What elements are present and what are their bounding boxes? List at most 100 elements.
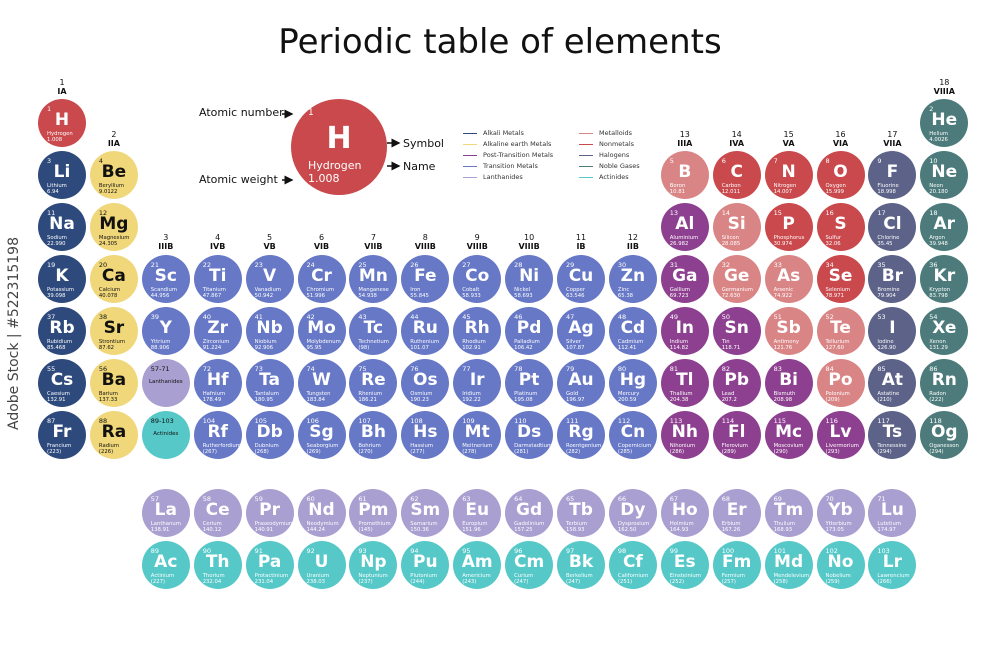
legend-item: Lanthanides bbox=[463, 173, 523, 181]
atomic-number: 9 bbox=[877, 157, 882, 165]
group-label-18: 18 VIIIA bbox=[924, 78, 964, 96]
atomic-weight: 132.91 bbox=[47, 397, 66, 403]
element-manganese: 25 Mn Manganese 54.938 bbox=[349, 255, 398, 303]
element-name: Sulfur bbox=[825, 235, 842, 241]
element-name: Yttrium bbox=[150, 339, 171, 345]
group-label-13: 13 IIIA bbox=[665, 130, 705, 148]
element-molybdenum: 42 Mo Molybdenum 95.95 bbox=[297, 307, 346, 355]
atomic-weight: 150.36 bbox=[410, 527, 429, 533]
atomic-number: 37 bbox=[47, 313, 56, 321]
element-name: Moscovium bbox=[773, 443, 804, 449]
element-name: Praseodymium bbox=[254, 521, 294, 527]
element-name: Palladium bbox=[514, 339, 540, 345]
element-symbol: Xe bbox=[932, 318, 957, 338]
atomic-number: 32 bbox=[721, 261, 730, 269]
group-roman: VA bbox=[782, 139, 795, 148]
atomic-weight: 107.87 bbox=[566, 345, 585, 351]
atomic-number: 59 bbox=[254, 495, 263, 503]
element-radon: 86 Rn Radon (222) bbox=[920, 359, 969, 407]
element-roentgenium: 111 Rg Roentgenium (282) bbox=[557, 411, 605, 459]
group-label-14: 14 IVA bbox=[717, 130, 757, 148]
element-name: Seaborgium bbox=[306, 443, 339, 449]
element-symbol: Na bbox=[49, 214, 75, 234]
atomic-weight: 195.08 bbox=[514, 397, 533, 403]
atomic-number: 52 bbox=[825, 313, 834, 321]
element-name: Silver bbox=[566, 339, 581, 345]
element-name: Barium bbox=[98, 391, 118, 397]
element-name: Ytterbium bbox=[825, 521, 852, 527]
element-symbol: As bbox=[776, 266, 801, 286]
element-symbol: Lv bbox=[829, 422, 852, 442]
atomic-weight: (210) bbox=[877, 397, 892, 403]
atomic-number: 65 bbox=[566, 495, 575, 503]
element-symbol: Ba bbox=[101, 370, 127, 390]
atomic-weight: 92.906 bbox=[254, 345, 274, 351]
element-name: Nitrogen bbox=[773, 183, 797, 189]
element-name: Europium bbox=[462, 521, 488, 527]
atomic-number: 17 bbox=[877, 209, 886, 217]
atomic-weight: 22.990 bbox=[47, 241, 66, 247]
element-xenon: 54 Xe Xenon 131.29 bbox=[920, 307, 969, 355]
atomic-number: 90 bbox=[202, 547, 211, 555]
atomic-weight: 65.38 bbox=[617, 293, 634, 299]
atomic-weight: 173.05 bbox=[825, 527, 845, 533]
element-name: Iodine bbox=[877, 339, 894, 345]
atomic-weight: (259) bbox=[825, 579, 840, 585]
legend-item: Actinides bbox=[579, 173, 629, 181]
element-symbol: Kr bbox=[933, 266, 956, 286]
atomic-weight: (209) bbox=[825, 397, 840, 403]
element-name: Terbium bbox=[566, 521, 588, 527]
element-potassium: 19 K Potassium 39.098 bbox=[38, 255, 86, 303]
element-name: Samarium bbox=[410, 521, 438, 527]
element-cerium: 58 Ce Cerium 140.12 bbox=[193, 489, 242, 537]
atomic-weight: (270) bbox=[358, 449, 373, 455]
element-name: Hydrogen bbox=[47, 131, 73, 137]
element-symbol: I bbox=[889, 318, 896, 338]
atomic-number: 31 bbox=[669, 261, 679, 269]
atomic-weight: 131.29 bbox=[929, 345, 948, 351]
atomic-weight-label: Atomic weight bbox=[199, 173, 278, 186]
atomic-number: 110 bbox=[514, 417, 527, 425]
element-name: Sodium bbox=[47, 235, 67, 241]
element-symbol: Ir bbox=[469, 370, 485, 390]
atomic-number: 67 bbox=[669, 495, 679, 503]
group-roman: VIA bbox=[832, 139, 849, 148]
element-flerovium: 114 Fl Flerovium (289) bbox=[712, 411, 761, 459]
element-samarium: 62 Sm Samarium 150.36 bbox=[401, 489, 450, 537]
atomic-weight: 114.82 bbox=[669, 345, 689, 351]
element-symbol: Mt bbox=[464, 422, 490, 442]
element-symbol: Te bbox=[830, 318, 851, 338]
element-scandium: 21 Sc Scandium 44.956 bbox=[141, 255, 190, 303]
atomic-weight: (290) bbox=[773, 449, 788, 455]
element-name: Calcium bbox=[98, 287, 121, 293]
element-name: Hassium bbox=[410, 443, 434, 449]
element-tellurium: 52 Te Tellurium 127.60 bbox=[816, 307, 865, 355]
element-name: Dysprosium bbox=[617, 521, 650, 527]
element-name: Lead bbox=[721, 391, 735, 397]
element-symbol: S bbox=[834, 214, 847, 234]
atomic-number: 18 bbox=[929, 209, 938, 217]
legend-label: Actinides bbox=[599, 173, 629, 181]
atomic-weight: 10.81 bbox=[669, 189, 685, 195]
atomic-number: 103 bbox=[877, 547, 890, 555]
element-symbol: Rn bbox=[931, 370, 957, 390]
atomic-weight: 39.098 bbox=[47, 293, 66, 299]
atomic-number: 3 bbox=[47, 157, 52, 165]
element-symbol: Si bbox=[727, 214, 746, 234]
atomic-number: 74 bbox=[306, 365, 315, 373]
element-symbol: Ni bbox=[519, 266, 540, 286]
element-name: Actinium bbox=[150, 573, 175, 579]
element-tin: 50 Sn Tin 118.71 bbox=[712, 307, 761, 355]
group-roman: IVB bbox=[210, 242, 226, 251]
legend-item: Metalloids bbox=[579, 129, 632, 137]
group-roman: IA bbox=[57, 87, 67, 96]
element-plutonium: 94 Pu Plutonium (244) bbox=[401, 541, 450, 589]
atomic-number: 5 bbox=[669, 157, 674, 165]
atomic-number: 56 bbox=[98, 365, 108, 373]
element-californium: 98 Cf Californium (251) bbox=[608, 541, 657, 589]
atomic-weight: 40.078 bbox=[98, 293, 118, 299]
legend-item: Alkaline earth Metals bbox=[463, 140, 551, 148]
atomic-weight: 58.693 bbox=[514, 293, 533, 299]
legend-label: Alkali Metals bbox=[483, 129, 524, 137]
atomic-weight: 174.97 bbox=[877, 527, 896, 533]
